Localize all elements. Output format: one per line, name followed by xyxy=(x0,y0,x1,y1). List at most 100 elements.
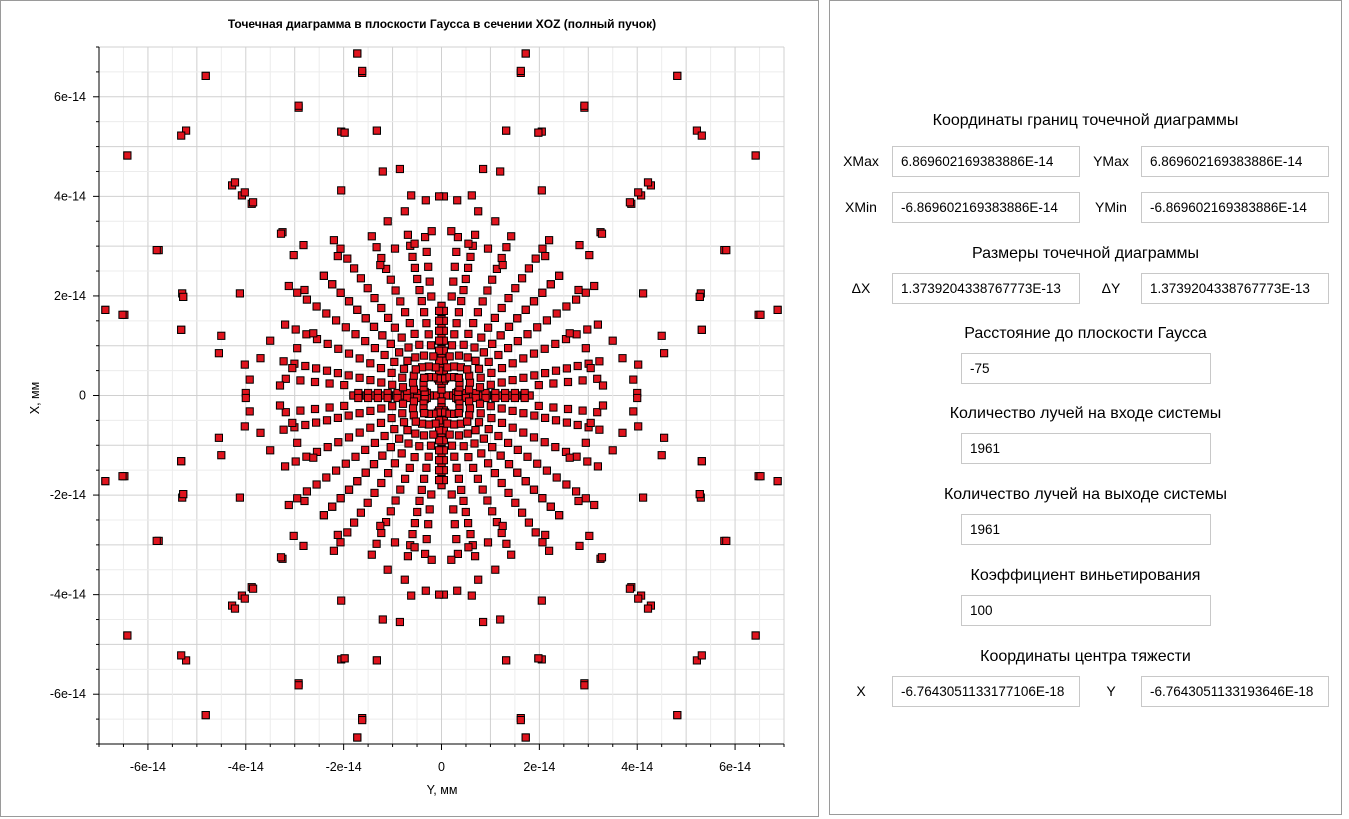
scatter-point xyxy=(464,453,473,462)
scatter-point xyxy=(449,505,458,514)
dy-field[interactable]: 1.3739204338767773E-13 xyxy=(1141,273,1329,304)
scatter-point xyxy=(450,362,459,371)
scatter-point xyxy=(476,409,485,418)
scatter-point xyxy=(370,438,379,447)
scatter-point xyxy=(585,251,594,260)
scatter-point xyxy=(474,418,484,427)
scatter-point xyxy=(581,494,590,503)
scatter-point xyxy=(494,350,503,360)
y-tick-label: -6e-14 xyxy=(50,687,86,701)
scatter-point xyxy=(673,711,682,720)
scatter-point xyxy=(574,496,583,506)
gauss-distance-field[interactable]: -75 xyxy=(961,353,1211,384)
scatter-point xyxy=(309,453,318,462)
scatter-point xyxy=(395,348,404,357)
scatter-point xyxy=(697,457,706,466)
scatter-point xyxy=(399,418,409,427)
scatter-point xyxy=(598,381,608,390)
scatter-point xyxy=(435,436,444,445)
scatter-point xyxy=(395,434,404,443)
centroid-y-field[interactable]: -6.7643051133193646E-18 xyxy=(1141,676,1329,707)
scatter-point xyxy=(445,430,454,439)
scatter-point xyxy=(361,314,370,323)
scatter-point xyxy=(572,487,581,496)
rays-in-field[interactable]: 1961 xyxy=(961,433,1211,464)
scatter-point xyxy=(245,375,254,384)
scatter-point xyxy=(453,549,462,558)
vignetting-field[interactable]: 100 xyxy=(961,595,1211,626)
rays-in-title: Количество лучей на входе системы xyxy=(949,405,1222,422)
scatter-point xyxy=(447,227,456,236)
scatter-point xyxy=(376,364,386,373)
scatter-point xyxy=(502,539,511,548)
scatter-point xyxy=(531,254,540,263)
scatter-point xyxy=(340,401,349,410)
ymax-field[interactable]: 6.869602169383886E-14 xyxy=(1141,146,1329,177)
scatter-point xyxy=(420,373,429,382)
scatter-point xyxy=(333,413,342,422)
scatter-point xyxy=(593,462,602,471)
scatter-point xyxy=(398,399,408,408)
scatter-point xyxy=(408,530,417,539)
rays-out-field[interactable]: 1961 xyxy=(961,514,1211,545)
scatter-point xyxy=(410,263,419,272)
scatter-point xyxy=(465,404,475,413)
scatter-point xyxy=(537,186,546,195)
scatter-point xyxy=(312,364,321,373)
scatter-point xyxy=(581,288,590,297)
ymin-field[interactable]: -6.869602169383886E-14 xyxy=(1141,192,1329,223)
scatter-point xyxy=(409,397,418,406)
dx-field[interactable]: 1.3739204338767773E-13 xyxy=(892,273,1080,304)
scatter-point xyxy=(519,409,528,418)
scatter-point xyxy=(490,313,499,322)
scatter-point xyxy=(551,366,561,375)
scatter-point xyxy=(398,373,407,382)
scatter-point xyxy=(471,426,480,435)
scatter-point xyxy=(240,422,249,431)
scatter-point xyxy=(319,511,328,520)
centroid-x-field[interactable]: -6.7643051133177106E-18 xyxy=(892,676,1080,707)
scatter-point xyxy=(474,575,483,584)
scatter-point xyxy=(291,325,300,334)
scatter-point xyxy=(384,469,393,478)
scatter-point xyxy=(417,297,426,306)
scatter-point xyxy=(353,305,362,314)
scatter-point xyxy=(364,393,373,403)
scatter-point xyxy=(483,286,492,295)
scatter-point xyxy=(450,330,459,339)
scatter-point xyxy=(629,407,638,416)
scatter-point xyxy=(249,584,258,593)
scatter-point xyxy=(361,445,370,454)
scatter-point xyxy=(424,452,433,461)
scatter-point xyxy=(372,539,381,548)
scatter-point xyxy=(476,373,485,382)
scatter-point xyxy=(410,239,419,248)
scatter-point xyxy=(421,549,430,558)
scatter-point xyxy=(475,399,485,408)
scatter-point xyxy=(336,244,345,253)
scatter-point xyxy=(484,323,493,332)
scatter-point xyxy=(581,438,590,447)
xmax-label: XMax xyxy=(843,153,879,169)
xmin-field[interactable]: -6.869602169383886E-14 xyxy=(892,192,1080,223)
scatter-point xyxy=(413,274,422,284)
scatter-point xyxy=(551,443,560,452)
scatter-point xyxy=(537,596,546,605)
xmax-field[interactable]: 6.869602169383886E-14 xyxy=(892,146,1080,177)
scatter-point xyxy=(240,594,249,603)
scatter-point xyxy=(310,404,320,414)
scatter-point xyxy=(463,353,472,362)
scatter-point xyxy=(123,631,132,640)
scatter-point xyxy=(354,393,363,403)
scatter-point xyxy=(415,496,424,505)
scatter-point xyxy=(565,329,574,338)
scatter-point xyxy=(457,297,466,306)
scatter-point xyxy=(502,656,511,665)
scatter-point xyxy=(405,463,414,472)
y-tick-label: -2e-14 xyxy=(50,488,86,502)
scatter-point xyxy=(521,49,530,58)
scatter-point xyxy=(421,196,430,205)
scatter-point xyxy=(383,565,392,574)
scatter-point xyxy=(370,294,379,303)
scatter-point xyxy=(366,359,375,368)
